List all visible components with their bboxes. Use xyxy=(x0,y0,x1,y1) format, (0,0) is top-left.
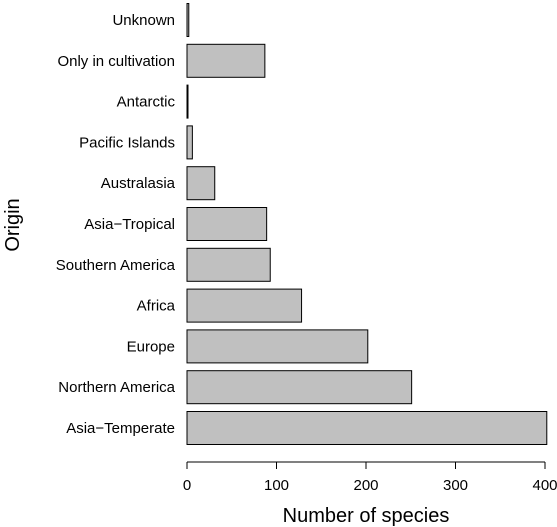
category-label-australasia: Australasia xyxy=(101,175,176,192)
x-tick-label-200: 200 xyxy=(353,477,378,494)
x-tick-label-400: 400 xyxy=(532,477,557,494)
category-label-southern-america: Southern America xyxy=(56,257,176,274)
category-label-unknown: Unknown xyxy=(112,12,175,29)
bar-southern-america xyxy=(186,247,271,282)
category-label-pacific-islands: Pacific Islands xyxy=(79,134,175,151)
category-labels: Asia−Temperate Northern America Europe Afri… xyxy=(56,12,176,437)
x-axis-title: Number of species xyxy=(283,505,450,527)
category-label-asia-tropical: Asia−Tropical xyxy=(84,216,175,233)
bar-antarctic xyxy=(186,84,189,119)
category-label-antarctic: Antarctic xyxy=(117,94,176,111)
category-label-asia-temperate: Asia−Temperate xyxy=(66,420,175,437)
x-tick-label-100: 100 xyxy=(264,477,289,494)
bar-asia-temperate xyxy=(186,411,548,445)
x-tick-label-300: 300 xyxy=(443,477,468,494)
bar-northern-america xyxy=(186,370,413,405)
category-label-africa: Africa xyxy=(137,298,176,315)
bar-australasia xyxy=(186,166,216,201)
category-label-only-in-cultivation: Only in cultivation xyxy=(57,53,175,70)
y-axis-title: Origin xyxy=(2,198,24,251)
bar-asia-tropical xyxy=(186,207,268,241)
x-axis: 0 100 200 300 400 xyxy=(183,461,557,494)
bar-pacific-islands xyxy=(186,125,193,160)
bar-only-in-cultivation xyxy=(186,43,266,78)
bar-africa xyxy=(186,288,303,323)
bar-unknown xyxy=(186,3,190,37)
bars-group xyxy=(186,3,548,445)
category-label-europe: Europe xyxy=(127,338,175,355)
bar-europe xyxy=(186,329,369,364)
category-label-northern-america: Northern America xyxy=(58,379,175,396)
x-tick-label-0: 0 xyxy=(183,477,191,494)
